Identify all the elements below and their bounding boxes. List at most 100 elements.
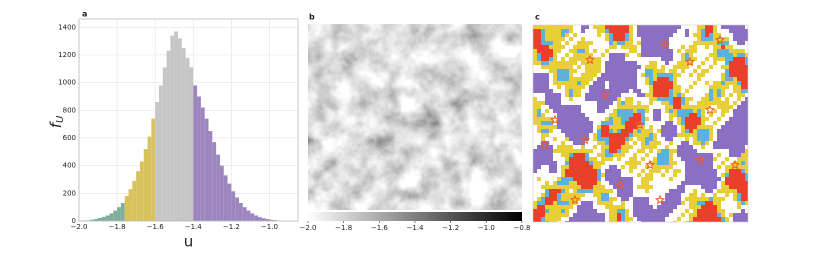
map-cell	[565, 213, 569, 217]
map-cell	[617, 141, 621, 145]
map-cell	[725, 141, 729, 145]
map-cell	[533, 153, 537, 157]
map-cell	[573, 77, 577, 81]
map-cell	[537, 113, 541, 117]
map-cell	[621, 193, 625, 197]
x-tick-label: −1.0	[261, 223, 278, 231]
map-cell	[641, 145, 645, 149]
map-cell	[625, 213, 629, 217]
map-cell	[609, 25, 613, 29]
map-cell	[665, 41, 669, 45]
map-cell	[709, 129, 713, 133]
map-cell	[693, 189, 697, 193]
map-cell	[729, 141, 733, 145]
map-cell	[665, 129, 669, 133]
map-cell	[645, 37, 649, 41]
map-cell	[721, 93, 725, 97]
map-cell	[673, 93, 677, 97]
map-cell	[721, 41, 725, 45]
map-cell	[713, 93, 717, 97]
map-cell	[729, 177, 733, 181]
map-cell	[713, 25, 717, 29]
map-cell	[693, 137, 697, 141]
map-cell	[725, 65, 729, 69]
map-cell	[681, 149, 685, 153]
map-cell	[633, 157, 637, 161]
map-cell	[745, 109, 748, 113]
map-cell	[613, 197, 617, 201]
map-cell	[597, 25, 601, 29]
map-cell	[629, 217, 633, 221]
map-cell	[665, 137, 669, 141]
map-cell	[533, 213, 537, 217]
map-cell	[565, 173, 569, 177]
map-cell	[561, 169, 565, 173]
map-cell	[725, 189, 729, 193]
map-cell	[581, 49, 585, 53]
map-cell	[661, 153, 665, 157]
map-cell	[609, 57, 613, 61]
map-cell	[577, 89, 581, 93]
map-cell	[557, 81, 561, 85]
map-cell	[725, 49, 729, 53]
map-cell	[713, 197, 717, 201]
map-cell	[685, 221, 689, 222]
map-cell	[569, 177, 573, 181]
map-cell	[629, 65, 633, 69]
map-cell	[593, 173, 597, 177]
map-cell	[561, 165, 565, 169]
map-cell	[537, 81, 541, 85]
map-cell	[685, 33, 689, 37]
map-cell	[609, 137, 613, 141]
map-cell	[705, 165, 709, 169]
map-cell	[705, 41, 709, 45]
map-cell	[633, 65, 637, 69]
map-cell	[665, 77, 669, 81]
map-cell	[633, 85, 637, 89]
map-cell	[601, 141, 605, 145]
map-star	[685, 56, 695, 67]
map-cell	[741, 93, 745, 97]
map-cell	[585, 133, 589, 137]
map-cell	[621, 145, 625, 149]
map-cell	[713, 209, 717, 213]
map-cell	[729, 81, 733, 85]
map-cell	[609, 101, 613, 105]
map-cell	[621, 149, 625, 153]
map-cell	[561, 197, 565, 201]
map-cell	[537, 29, 541, 33]
map-cell	[601, 197, 605, 201]
map-cell	[665, 53, 669, 57]
map-cell	[637, 213, 641, 217]
map-cell	[597, 65, 601, 69]
map-cell	[645, 189, 649, 193]
map-cell	[565, 145, 569, 149]
map-cell	[533, 217, 537, 221]
map-cell	[725, 121, 729, 125]
map-cell	[729, 189, 733, 193]
map-cell	[709, 65, 713, 69]
map-cell	[541, 149, 545, 153]
map-cell	[677, 89, 681, 93]
map-cell	[645, 129, 649, 133]
map-cell	[653, 213, 657, 217]
map-cell	[605, 73, 609, 77]
map-cell	[677, 113, 681, 117]
map-cell	[633, 77, 637, 81]
map-cell	[557, 73, 561, 77]
map-cell	[553, 181, 557, 185]
map-cell	[661, 33, 665, 37]
x-tick-label: −1.8	[109, 223, 126, 231]
map-cell	[657, 113, 661, 117]
map-cell	[637, 33, 641, 37]
map-cell	[577, 113, 581, 117]
map-cell	[581, 41, 585, 45]
map-cell	[577, 141, 581, 145]
map-cell	[693, 125, 697, 129]
map-cell	[545, 49, 549, 53]
map-cell	[617, 97, 621, 101]
map-cell	[721, 65, 725, 69]
map-cell	[733, 217, 737, 221]
map-cell	[733, 141, 737, 145]
map-cell	[573, 61, 577, 65]
